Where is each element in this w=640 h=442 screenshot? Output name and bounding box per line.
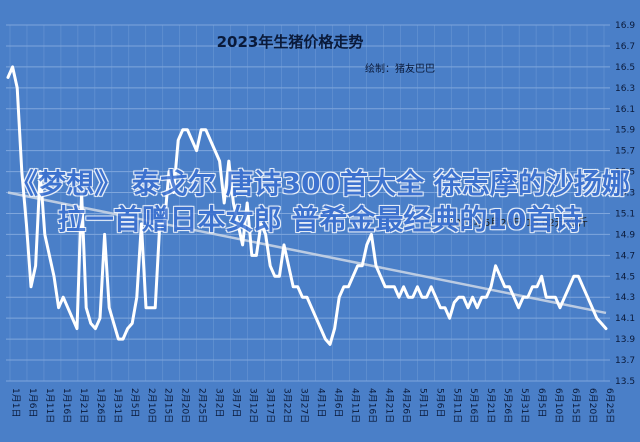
- y-tick-label: 14.7: [615, 251, 635, 261]
- trend-line: [7, 191, 607, 315]
- x-tick-label: 6月5日: [536, 388, 547, 417]
- y-tick-label: 13.9: [615, 335, 635, 345]
- y-tick-label: 16.9: [615, 21, 635, 31]
- x-tick-label: 5月26日: [502, 388, 513, 423]
- x-tick-label: 1月1日: [10, 388, 21, 417]
- y-tick-label: 15.3: [615, 189, 635, 199]
- y-tick-label: 15.1: [615, 209, 635, 219]
- x-tick-label: 2月5日: [129, 388, 140, 417]
- x-tick-label: 2月20日: [180, 388, 191, 423]
- y-tick-label: 15.5: [615, 168, 635, 178]
- y-tick-label: 14.3: [615, 293, 635, 303]
- x-tick-label: 3月22日: [282, 388, 293, 423]
- x-tick-label: 1月11日: [44, 388, 55, 423]
- x-tick-label: 4月21日: [383, 388, 394, 423]
- y-tick-label: 13.7: [615, 356, 635, 366]
- y-tick-label: 13.5: [615, 377, 635, 387]
- x-tick-label: 1月26日: [95, 388, 106, 423]
- y-tick-label: 14.9: [615, 230, 635, 240]
- x-tick-label: 5月21日: [485, 388, 496, 423]
- y-tick-label: 16.1: [615, 105, 635, 115]
- x-tick-label: 2月15日: [163, 388, 174, 423]
- x-tick-label: 6月15日: [570, 388, 581, 423]
- x-tick-label: 3月27日: [299, 388, 310, 423]
- x-tick-label: 4月6日: [332, 388, 343, 417]
- y-tick-label: 15.7: [615, 147, 635, 157]
- x-tick-label: 4月16日: [366, 388, 377, 423]
- x-tick-label: 4月1日: [315, 388, 326, 417]
- x-tick-label: 5月1日: [417, 388, 428, 417]
- x-tick-label: 1月21日: [78, 388, 89, 423]
- x-tick-label: 3月7日: [231, 388, 242, 417]
- x-tick-label: 5月6日: [434, 388, 445, 417]
- y-tick-label: 14.1: [615, 314, 635, 324]
- chart-title: 2023年生猪价格走势: [217, 33, 364, 51]
- y-tick-label: 14.5: [615, 272, 635, 282]
- x-tick-label: 5月16日: [468, 388, 479, 423]
- y-tick-label: 15.9: [615, 126, 635, 136]
- x-tick-label: 5月31日: [519, 388, 530, 423]
- x-tick-label: 3月2日: [214, 388, 225, 417]
- x-tick-label: 6月20日: [587, 388, 598, 423]
- y-tick-label: 16.3: [615, 84, 635, 94]
- chart-subtitle: 绘制：猪友巴巴: [365, 62, 435, 75]
- x-tick-label: 4月11日: [349, 388, 360, 423]
- y-tick-label: 16.7: [615, 42, 635, 52]
- series-line-price: [6, 65, 608, 346]
- x-tick-label: 1月31日: [112, 388, 123, 423]
- x-tick-label: 6月10日: [553, 388, 564, 423]
- x-tick-label: 1月6日: [27, 388, 38, 417]
- x-tick-label: 6月25日: [604, 388, 615, 423]
- annotation-label: 2023年6月26日 15.02元/公斤: [448, 216, 588, 229]
- y-tick-label: 16.5: [615, 63, 635, 73]
- x-tick-label: 3月17日: [265, 388, 276, 423]
- x-tick-label: 5月11日: [451, 388, 462, 423]
- x-tick-label: 1月16日: [61, 388, 72, 423]
- x-tick-label: 2月10日: [146, 388, 157, 423]
- x-tick-label: 2月25日: [197, 388, 208, 423]
- x-tick-label: 4月26日: [400, 388, 411, 423]
- x-tick-label: 3月12日: [248, 388, 259, 423]
